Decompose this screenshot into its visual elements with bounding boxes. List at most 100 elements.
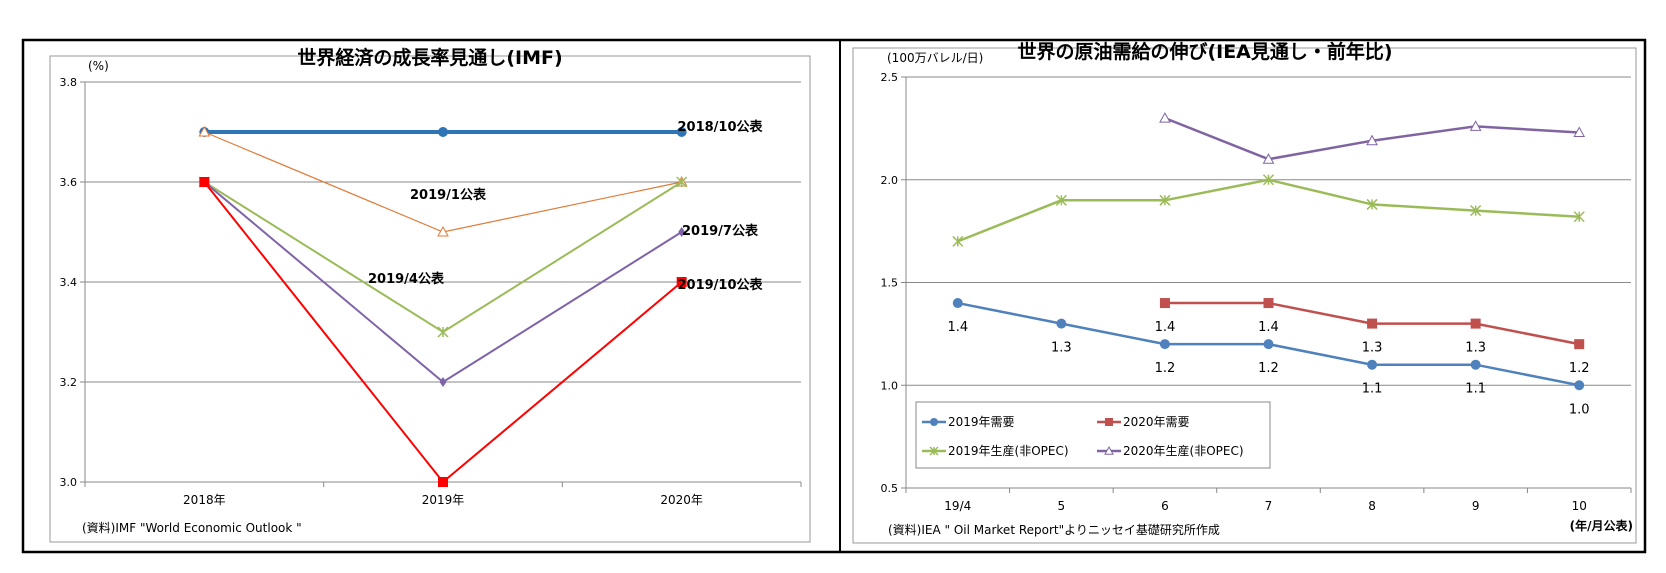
marker-triangle [1159, 112, 1171, 123]
y-axis-label: (%) [88, 59, 109, 73]
legend: 2019年需要 2020年需要 2019年生産(非OPEC) 2020年生産(非OPE… [915, 401, 1271, 469]
marker-diamond [678, 227, 686, 237]
marker-star [952, 235, 964, 247]
marker-triangle [1573, 126, 1586, 137]
y-tick-label: 3.4 [60, 276, 78, 289]
y-tick-label: 3.2 [60, 376, 78, 389]
series-label: 2018/10公表 [677, 119, 763, 135]
x-tick-label: 7 [1265, 499, 1273, 513]
legend-box [915, 401, 1271, 469]
series-line [957, 178, 1580, 243]
marker-star [1573, 211, 1585, 223]
x-tick-label: 8 [1368, 499, 1376, 513]
legend-item: 2019年需要 [922, 415, 1015, 429]
series-label: 2019/1公表 [410, 187, 487, 203]
series-2019年生産(非OPEC) [952, 174, 1585, 247]
marker-circle [1367, 359, 1378, 370]
data-label: 1.1 [1465, 382, 1486, 397]
marker-square [1159, 298, 1170, 309]
marker-square [676, 277, 687, 287]
source-note: (資料)IMF "World Economic Outlook " [82, 521, 302, 535]
data-label: 1.0 [1569, 402, 1590, 417]
data-label: 1.4 [1155, 320, 1176, 335]
legend-item: 2020年需要 [1097, 415, 1190, 429]
marker-triangle [1104, 445, 1114, 455]
x-tick-label: 2020年 [660, 493, 703, 507]
data-label: 1.3 [1465, 341, 1486, 356]
marker-star [1470, 205, 1482, 217]
legend-item: 2019年生産(非OPEC) [922, 443, 1069, 458]
x-tick-label: 5 [1058, 499, 1066, 513]
data-label: 1.4 [1258, 320, 1279, 335]
data-label: 1.2 [1569, 361, 1590, 376]
x-tick-label: 19/4 [944, 499, 971, 513]
x-tick-label: 9 [1472, 499, 1480, 513]
marker-circle [676, 127, 687, 137]
series-label: 2019/7公表 [682, 223, 759, 239]
legend-label: 2020年生産(非OPEC) [1123, 443, 1244, 458]
source-note: (資料)IEA " Oil Market Report"よりニッセイ基礎研究所作… [888, 522, 1220, 537]
data-label: 1.2 [1155, 361, 1176, 376]
marker-circle [952, 298, 963, 309]
data-label: 1.2 [1258, 361, 1279, 376]
marker-triangle [1262, 153, 1275, 164]
marker-triangle [1366, 134, 1378, 146]
marker-star [676, 176, 688, 188]
marker-square [1574, 339, 1585, 350]
marker-square [1263, 298, 1274, 309]
oil-supply-demand-chart: 世界の原油需給の伸び(IEA見通し・前年比) (100万バレル/日) (資料)I… [881, 40, 1634, 537]
y-tick-label: 3.0 [60, 476, 78, 489]
series-2019年需要: 1.4 1.3 1.2 1.2 1.1 1.1 1.0 [947, 298, 1590, 417]
marker-circle [1470, 359, 1481, 370]
marker-triangle [1469, 120, 1482, 131]
legend-label: 2019年需要 [948, 415, 1015, 429]
marker-circle [1574, 380, 1585, 391]
legend-item: 2020年生産(非OPEC) [1097, 443, 1244, 458]
y-tick-label: 0.5 [881, 482, 899, 495]
data-label: 1.3 [1362, 341, 1383, 356]
data-label: 1.1 [1362, 382, 1383, 397]
x-tick-label: 10 [1572, 499, 1587, 513]
marker-star [1262, 174, 1275, 186]
marker-star [1055, 194, 1067, 206]
marker-circle [438, 127, 448, 137]
marker-circle [1159, 339, 1170, 350]
series-2018/10公表 [199, 127, 687, 137]
x-tick-label: 2018年 [183, 493, 226, 507]
y-tick-label: 3.6 [60, 176, 78, 189]
marker-square [199, 177, 210, 187]
right-chart-frame [852, 47, 1637, 544]
series-2020年需要: 1.4 1.4 1.3 1.3 1.2 [1155, 298, 1590, 376]
marker-circle [1056, 318, 1067, 329]
marker-star [1366, 198, 1378, 210]
legend-label: 2019年生産(非OPEC) [948, 443, 1069, 458]
marker-circle [1263, 339, 1274, 350]
x-tick-label: 2019年 [422, 493, 465, 507]
marker-diamond [439, 377, 447, 387]
chart-title: 世界経済の成長率見通し(IMF) [297, 46, 562, 69]
marker-triangle [198, 125, 211, 137]
marker-star [929, 446, 939, 456]
marker-star [1159, 194, 1171, 206]
marker-circle [930, 418, 938, 426]
y-tick-label: 1.5 [881, 277, 899, 290]
series-2019/10公表 [199, 177, 687, 487]
data-label: 1.3 [1051, 341, 1072, 356]
marker-square [438, 477, 448, 487]
marker-square [1105, 418, 1113, 426]
marker-square [1367, 318, 1378, 329]
y-tick-label: 2.5 [881, 71, 899, 84]
series-2020年生産(非OPEC) [1159, 112, 1586, 164]
data-label: 1.4 [947, 320, 968, 335]
series-label: 2019/10公表 [677, 277, 763, 293]
imf-growth-chart: 世界経済の成長率見通し(IMF) (%) (資料)IMF "World Econ… [60, 46, 802, 535]
marker-star [437, 326, 449, 338]
marker-triangle [437, 225, 449, 237]
y-tick-label: 2.0 [881, 174, 899, 187]
x-axis-label: (年/月公表) [1570, 518, 1633, 533]
left-chart-frame [49, 55, 811, 543]
marker-square [1470, 318, 1481, 329]
chart-title: 世界の原油需給の伸び(IEA見通し・前年比) [1017, 40, 1392, 63]
